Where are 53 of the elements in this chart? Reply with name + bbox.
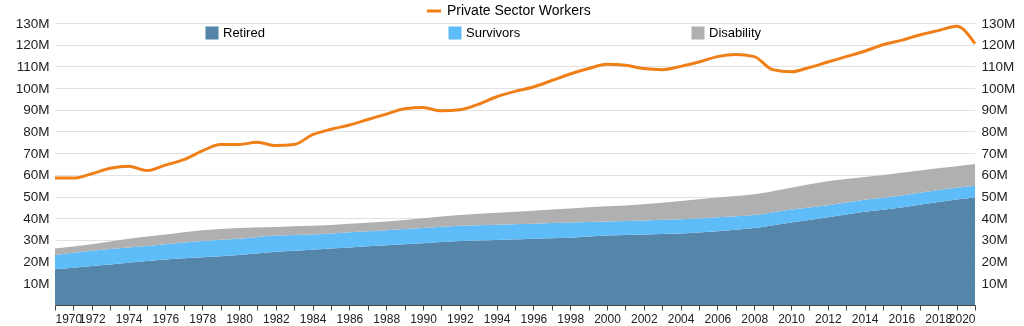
y-tick-label: 70M: [23, 145, 50, 161]
y-tick-label: 130M: [15, 15, 50, 31]
x-tick-label: 1996: [520, 311, 548, 326]
x-tick-label: 2002: [630, 311, 658, 326]
x-tick-label: 1982: [262, 311, 290, 326]
y2-tick-label: 60M: [981, 167, 1008, 183]
x-tick-label: 2016: [888, 311, 916, 326]
x-tick-label: 1974: [115, 311, 143, 326]
y2-tick-label: 70M: [981, 145, 1008, 161]
y2-tick-label: 30M: [981, 232, 1008, 248]
y-tick-label: 90M: [23, 102, 50, 118]
x-tick-label: 1978: [189, 311, 217, 326]
x-tick-label: 1990: [410, 311, 438, 326]
x-tick-label: 1994: [483, 311, 511, 326]
x-tick-label: 2000: [594, 311, 622, 326]
legend-label: Disability: [709, 25, 762, 40]
y2-tick-label: 80M: [981, 123, 1008, 139]
y2-tick-label: 110M: [981, 58, 1015, 74]
x-tick-label: 1998: [557, 311, 585, 326]
legend-label: Survivors: [466, 25, 521, 40]
y2-tick-label: 10M: [981, 275, 1008, 291]
y2-tick-label: 50M: [981, 189, 1008, 205]
y-tick-label: 100M: [15, 80, 50, 96]
y2-tick-label: 100M: [981, 80, 1016, 96]
line-series: [53, 24, 977, 180]
y2-tick-label: 120M: [981, 37, 1016, 53]
x-tick-label: 2012: [814, 311, 842, 326]
x-tick-label: 1980: [226, 311, 254, 326]
y-tick-label: 110M: [16, 58, 50, 74]
legend-label: Retired: [223, 25, 265, 40]
y2-tick-label: 130M: [981, 15, 1016, 31]
y-tick-label: 60M: [23, 167, 50, 183]
y-tick-label: 120M: [15, 37, 50, 53]
y-tick-label: 20M: [23, 254, 50, 270]
y-tick-label: 50M: [23, 189, 50, 205]
y-tick-label: 40M: [23, 210, 50, 226]
x-tick-label: 2008: [741, 311, 769, 326]
legend-label: Private Sector Workers: [447, 2, 591, 18]
y-tick-label: 10M: [23, 275, 50, 291]
y-tick-label: 80M: [23, 123, 50, 139]
y2-tick-label: 20M: [981, 254, 1008, 270]
x-tick-label: 2004: [667, 311, 695, 326]
x-tick-label: 1984: [299, 311, 327, 326]
y2-tick-label: 90M: [981, 102, 1008, 118]
x-tick-label: 1992: [446, 311, 474, 326]
x-tick-label: 1986: [336, 311, 364, 326]
y2-tick-label: 40M: [981, 210, 1008, 226]
y-tick-label: 30M: [23, 232, 50, 248]
x-tick-label: 1976: [152, 311, 180, 326]
x-tick-label: 2010: [778, 311, 806, 326]
x-tick-label: 1988: [373, 311, 401, 326]
x-tick-label: 2014: [851, 311, 879, 326]
x-tick-label: 2006: [704, 311, 732, 326]
